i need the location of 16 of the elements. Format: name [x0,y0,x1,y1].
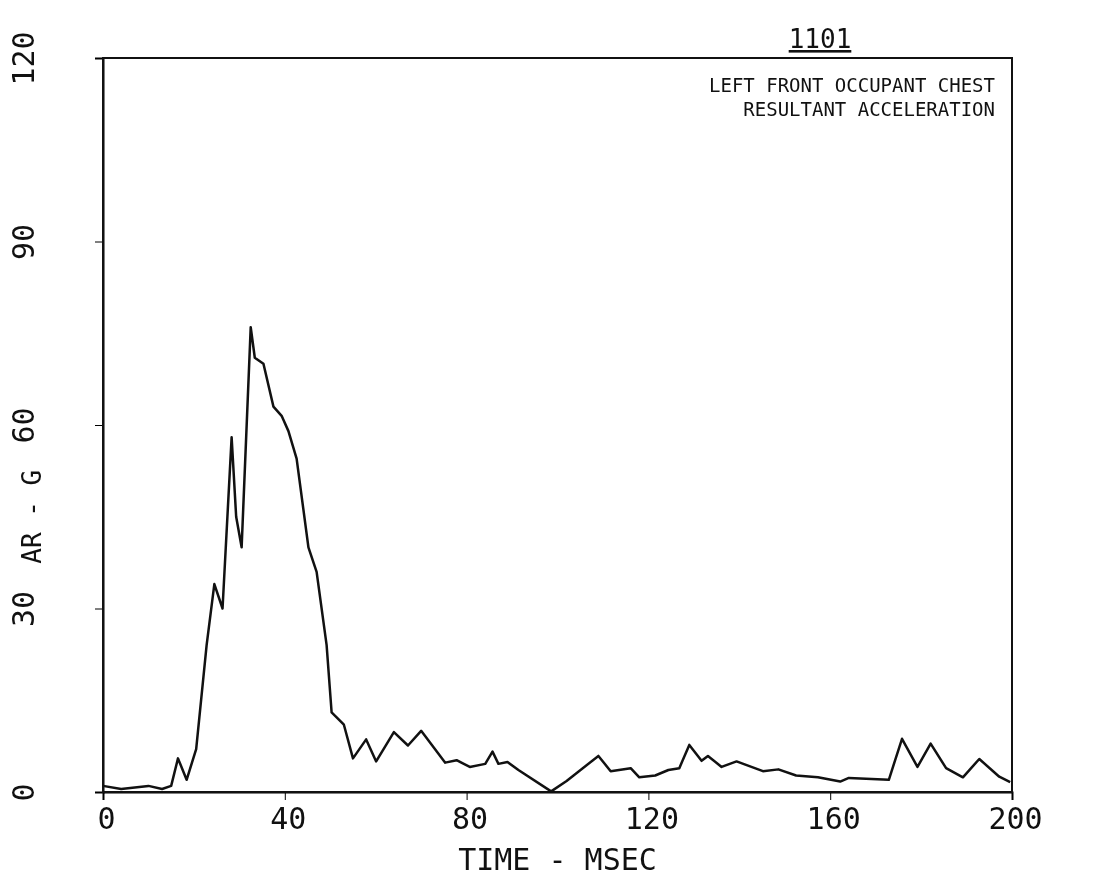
x-tick-label: 120 [624,801,679,837]
y-tick-label: 60 [5,407,41,444]
y-tick-label: 30 [5,590,41,628]
x-tick-label: 0 [97,801,116,837]
annotation: RESULTANT ACCELERATION [743,98,995,120]
y-tick-label: 120 [5,31,41,86]
chart-title: 1101 [788,24,852,54]
x-tick-label: 80 [452,801,489,837]
x-tick-label: 40 [270,801,307,837]
x-tick-label: 200 [988,801,1043,837]
y-tick-label: 0 [5,783,41,802]
y-axis-title: AR - G [17,469,48,564]
y-tick-label: 90 [5,223,41,261]
x-axis-title: TIME - MSEC [458,842,657,877]
x-tick-label: 160 [806,801,861,837]
annotation: LEFT FRONT OCCUPANT CHEST [709,74,995,96]
